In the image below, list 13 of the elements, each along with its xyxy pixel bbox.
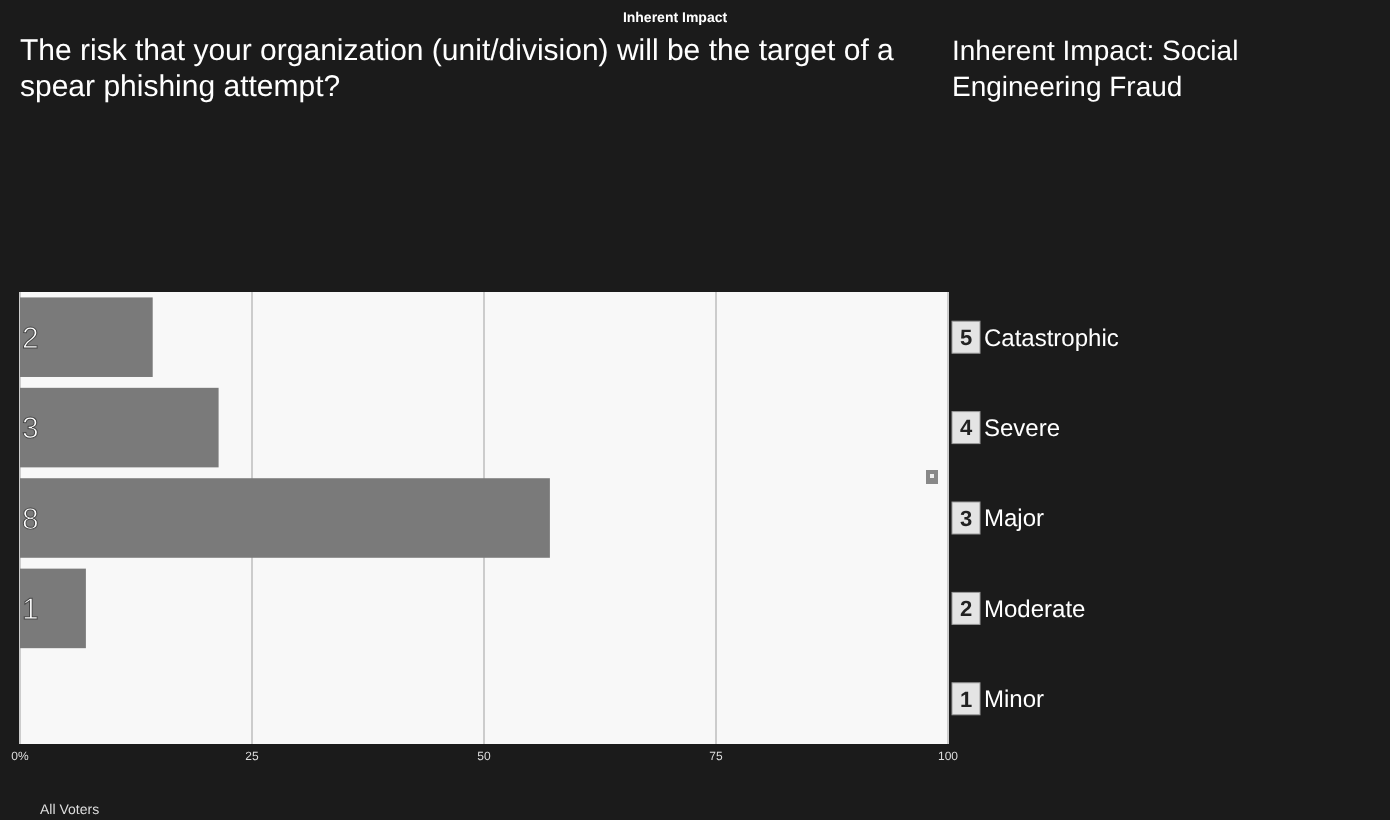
annotation: 1: [22, 592, 39, 627]
y-tick-label: 3 Major: [959, 504, 1045, 533]
text: Inherent Impact: Social Engineering Fraud: [952, 34, 1239, 102]
annotation: 2: [22, 321, 39, 356]
bar: [20, 297, 153, 377]
y-tick-label: 4 Severe: [959, 414, 1061, 442]
y-tick-label: 1 Minor: [959, 685, 1045, 714]
y-tick-label: 2 Moderate: [959, 594, 1087, 623]
bar: [20, 568, 86, 649]
bar: [20, 387, 219, 468]
chart-subtitle: The risk that your organization (unit/division) will be the target of a spear phishing attempt?: [20, 34, 896, 104]
y-tick-label: 5 Catastrophic: [959, 323, 1119, 352]
bar: [20, 478, 550, 558]
